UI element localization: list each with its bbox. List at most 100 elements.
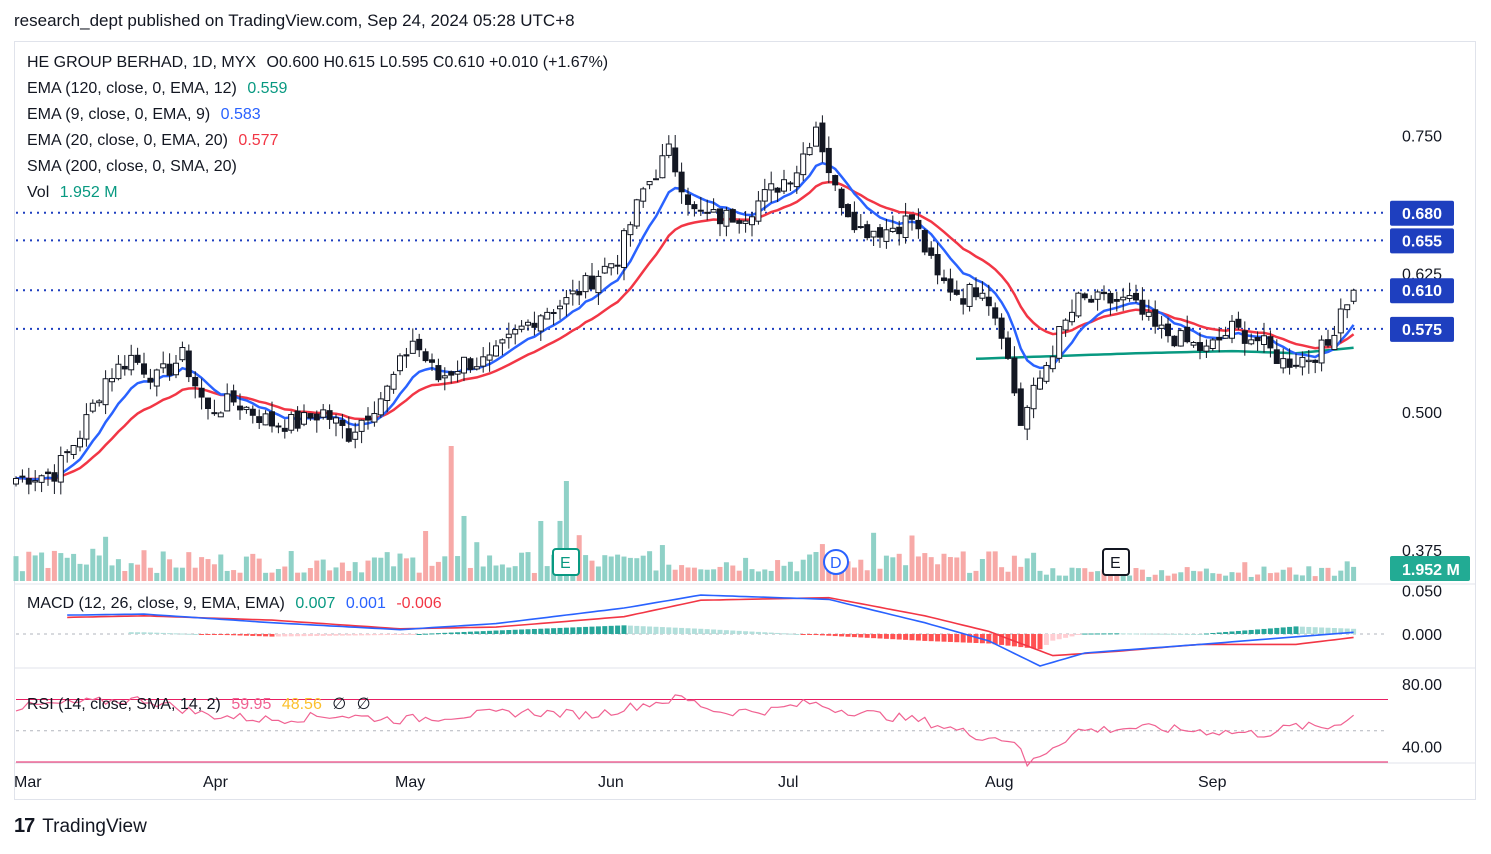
- macd-histogram-bar: [1011, 633, 1017, 647]
- candle-up: [486, 354, 493, 361]
- volume-bar: [775, 560, 781, 581]
- macd-histogram-bar: [1120, 633, 1126, 635]
- rsi-legend[interactable]: RSI (14, close, SMA, 14, 2) 59.95 48.56 …: [27, 694, 371, 714]
- volume-bar: [442, 556, 448, 581]
- candle-up: [749, 216, 755, 226]
- volume-bar: [1325, 567, 1331, 581]
- volume-bar: [832, 569, 838, 581]
- level-badge: [1390, 228, 1454, 254]
- candle-up: [333, 417, 339, 424]
- ema9-legend[interactable]: EMA (9, close, 0, EMA, 9) 0.583: [27, 106, 261, 124]
- volume-bar: [288, 551, 294, 581]
- candle-down: [819, 122, 826, 153]
- macd-histogram-bar: [1063, 633, 1069, 638]
- candle-up: [1229, 320, 1235, 339]
- sma200-legend[interactable]: SMA (200, close, 0, SMA, 20): [27, 158, 237, 176]
- candle-up: [1037, 377, 1043, 390]
- candle-up: [1337, 308, 1344, 334]
- macd-histogram-bar: [192, 633, 198, 635]
- macd-histogram-bar: [1267, 628, 1273, 634]
- macd-histogram-bar: [819, 633, 825, 636]
- macd-histogram-bar: [416, 633, 422, 635]
- volume-bar: [435, 561, 441, 581]
- macd-histogram-bar: [563, 627, 569, 634]
- macd-histogram-bar: [269, 633, 275, 637]
- candle-down: [230, 390, 237, 403]
- candle-up: [621, 230, 627, 268]
- level-badge: [1390, 200, 1454, 226]
- chart-frame[interactable]: [14, 41, 1476, 800]
- candle-down: [877, 227, 883, 238]
- volume-bar: [480, 566, 486, 581]
- volume-bar: [167, 559, 173, 581]
- candle-down: [832, 175, 839, 186]
- macd-histogram-bar: [1069, 633, 1075, 637]
- volume-bar: [1088, 571, 1094, 581]
- volume-bar: [39, 552, 45, 581]
- event-label: E: [1110, 555, 1121, 572]
- candle-up: [1075, 292, 1082, 317]
- volume-bar: [800, 559, 806, 581]
- macd-histogram-bar: [941, 633, 947, 642]
- macd-histogram-bar: [211, 633, 217, 635]
- macd-histogram-bar: [915, 633, 921, 641]
- macd-histogram-bar: [909, 633, 915, 641]
- candle-up: [518, 325, 525, 330]
- candle-up: [1344, 304, 1351, 311]
- volume-legend[interactable]: Vol 1.952 M: [27, 184, 118, 202]
- candle-up: [557, 305, 563, 310]
- volume-bar: [723, 562, 729, 581]
- macd-histogram-bar: [1293, 626, 1299, 634]
- volume-bar: [1191, 570, 1197, 581]
- candle-up: [813, 126, 819, 147]
- candle-up: [262, 413, 269, 426]
- candle-up: [755, 200, 762, 222]
- ema120-label: EMA (120, close, 0, EMA, 12): [27, 80, 237, 97]
- candle-down: [857, 226, 864, 229]
- macd-histogram-bar: [858, 633, 864, 638]
- candle-down: [934, 254, 941, 276]
- candle-up: [1261, 335, 1267, 345]
- candle-up: [243, 406, 250, 411]
- candle-down: [45, 471, 51, 475]
- volume-bar: [1248, 576, 1254, 581]
- macd-histogram-bar: [589, 626, 595, 634]
- candle-up: [710, 209, 717, 213]
- candle-up: [301, 412, 307, 425]
- macd-histogram-bar: [442, 632, 448, 634]
- volume-bar: [1043, 574, 1049, 581]
- macd-value-line: 0.001: [345, 595, 386, 612]
- ema20-legend[interactable]: EMA (20, close, 0, EMA, 20) 0.577: [27, 132, 278, 150]
- macd-legend[interactable]: MACD (12, 26, close, 9, EMA, EMA) 0.007 …: [27, 595, 442, 613]
- candle-down: [1152, 309, 1159, 327]
- ema120-value: 0.559: [247, 80, 288, 97]
- macd-histogram-bar: [736, 630, 742, 634]
- candle-down: [1139, 299, 1146, 315]
- macd-histogram-bar: [1165, 633, 1171, 635]
- macd-histogram-bar: [986, 633, 992, 644]
- macd-histogram-bar: [128, 632, 134, 634]
- macd-histogram-bar: [333, 633, 339, 636]
- sma-line: [975, 346, 1354, 361]
- candle-up: [544, 311, 551, 320]
- volume-bar: [1127, 575, 1133, 581]
- event-earnings-icon: [1102, 548, 1130, 576]
- candle-up: [179, 347, 186, 361]
- symbol-legend[interactable]: HE GROUP BERHAD, 1D, MYX O0.600 H0.615 L…: [27, 54, 608, 72]
- macd-histogram-bar: [787, 633, 793, 635]
- macd-histogram-bar: [1159, 633, 1165, 635]
- macd-histogram-bar: [871, 633, 877, 639]
- time-axis-label: Jun: [598, 774, 624, 791]
- candle-up: [454, 371, 461, 375]
- macd-histogram-bar: [1139, 633, 1145, 635]
- tradingview-logo-text: TradingView: [42, 815, 147, 837]
- tradingview-logo[interactable]: 17 TradingView: [14, 815, 147, 838]
- volume-bar: [122, 570, 128, 581]
- ema120-legend[interactable]: EMA (120, close, 0, EMA, 12) 0.559: [27, 80, 287, 98]
- volume-bar: [1280, 569, 1286, 581]
- volume-bar: [960, 551, 966, 581]
- volume-bar: [487, 555, 493, 581]
- candle-up: [89, 402, 96, 412]
- volume-bar: [154, 572, 160, 581]
